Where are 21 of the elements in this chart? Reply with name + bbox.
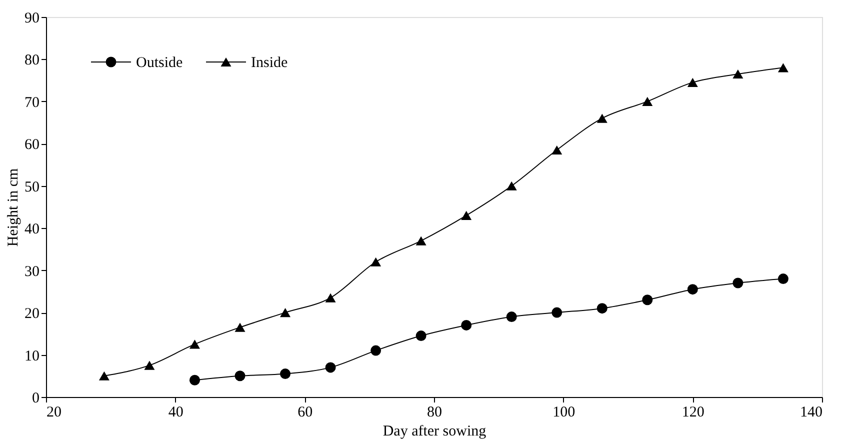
y-tick-label: 0 <box>32 390 40 406</box>
y-axis-title: Height in cm <box>6 168 22 247</box>
y-tick-label: 60 <box>24 137 40 154</box>
x-tick-label: 20 <box>46 404 62 420</box>
y-tick-label: 10 <box>24 348 40 364</box>
y-tick-label: 50 <box>24 179 40 196</box>
y-tick-label: 90 <box>24 10 40 26</box>
y-tick-label: 20 <box>24 306 40 322</box>
y-tick-label: 30 <box>24 264 40 280</box>
legend-label: Inside <box>251 55 288 71</box>
x-tick-label: 140 <box>800 404 822 420</box>
y-tick-label: 70 <box>24 94 40 111</box>
x-tick-label: 100 <box>552 404 576 420</box>
legend-label: Outside <box>136 55 184 71</box>
x-axis-title: Day after sowing <box>382 424 487 440</box>
x-tick-label: 120 <box>682 404 704 420</box>
y-tick-label: 40 <box>24 222 40 238</box>
x-tick-label: 80 <box>427 404 442 420</box>
x-tick-label: 60 <box>298 404 313 420</box>
x-tick-label: 40 <box>168 404 184 420</box>
y-tick-label: 80 <box>24 52 40 69</box>
